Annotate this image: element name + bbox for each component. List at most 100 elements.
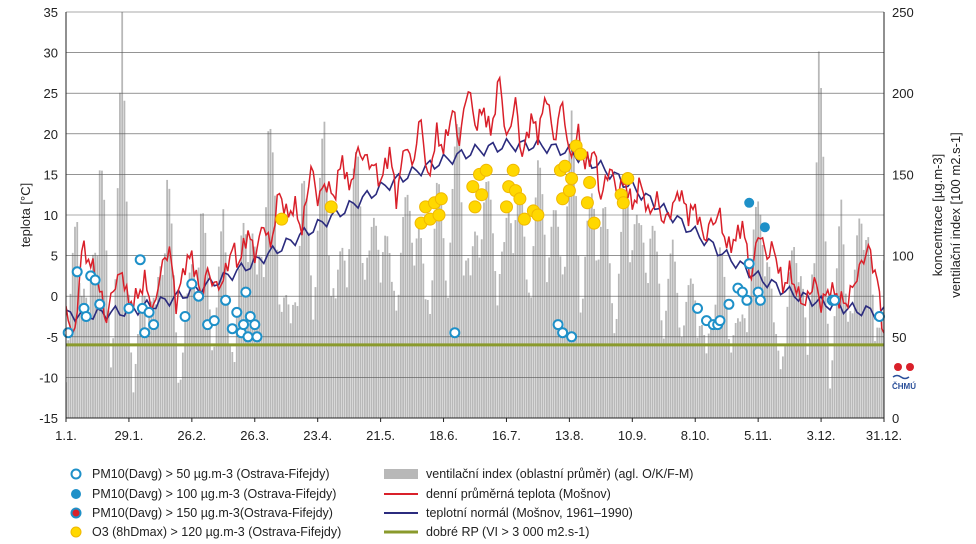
vi-bar: [217, 266, 220, 418]
vi-bar: [546, 282, 548, 418]
vi-bar: [431, 280, 434, 418]
vi-bar: [278, 304, 281, 418]
legend-pm100-marker: [71, 489, 81, 499]
o3-point: [517, 212, 531, 226]
vi-bar: [775, 334, 778, 418]
vi-bar: [631, 250, 634, 418]
ventilation-bars: [66, 12, 884, 418]
vi-bar: [202, 213, 204, 418]
vi-bar: [799, 276, 802, 418]
vi-bar: [348, 249, 351, 418]
vi-bar: [826, 323, 829, 418]
vi-bar: [352, 168, 355, 418]
pm10-50-point: [249, 319, 261, 331]
vi-bar: [746, 332, 748, 418]
o3-point: [432, 208, 446, 222]
y-right-tick-label: 0: [892, 411, 899, 426]
tick-labels: -15 -10 -5 0 5 10 15 20 25 30 35 0 50 100 150 200 250 1.1…: [39, 5, 914, 443]
vi-bar: [835, 268, 838, 418]
vi-bar: [195, 291, 198, 418]
vi-bar: [89, 279, 92, 418]
vi-bar: [739, 321, 742, 418]
legend-pm50-label: PM10(Davg) > 50 µg.m-3 (Ostrava-Fifejdy): [92, 467, 329, 481]
vi-bar: [379, 282, 382, 418]
vi-bar: [548, 257, 551, 418]
normal-temperature-line: [66, 137, 884, 323]
logo-dot-right: [906, 363, 914, 371]
vi-bar: [262, 277, 265, 418]
vi-bar: [692, 283, 694, 418]
vi-bar: [132, 392, 135, 418]
vi-bar: [181, 352, 184, 418]
vi-bar: [483, 202, 485, 418]
pm10-50-point: [94, 298, 106, 310]
pm10-50-point: [741, 294, 753, 306]
vi-bar: [530, 297, 533, 418]
vi-bar: [847, 321, 849, 418]
vi-bar: [238, 268, 240, 418]
y-right-tick-label: 100: [892, 249, 914, 264]
vi-bar: [608, 263, 611, 418]
legend-o3-marker: [70, 526, 82, 538]
legend-pm50-marker: [70, 468, 82, 480]
vi-bar: [305, 198, 308, 418]
vi-bar: [177, 382, 180, 418]
markers: [62, 139, 885, 343]
o3-point: [500, 200, 513, 214]
vi-bar: [523, 236, 526, 418]
vi-bar: [368, 250, 371, 418]
o3-point: [434, 192, 448, 206]
vi-bar: [332, 288, 335, 418]
vi-bar: [532, 246, 535, 418]
vi-bar: [685, 301, 688, 418]
vi-bar: [289, 323, 292, 418]
vi-bar: [723, 276, 726, 418]
vi-bar: [321, 138, 324, 418]
vi-bar: [563, 266, 566, 418]
legend-good-label: dobré RP (VI > 3 000 m2.s-1): [426, 525, 589, 539]
vi-bar: [399, 252, 402, 418]
vi-bar: [683, 325, 685, 418]
pm10-50-point: [723, 298, 735, 310]
pm10-50-point: [242, 331, 254, 343]
o3-point: [580, 196, 594, 210]
vi-bar: [838, 226, 840, 418]
vi-bar: [143, 295, 146, 418]
x-tick-label: 10.9.: [618, 428, 647, 443]
vi-bar: [107, 310, 110, 418]
vi-bar: [824, 241, 827, 418]
vi-bar: [206, 267, 209, 418]
vi-bar: [588, 197, 591, 418]
pm10-50-point: [244, 311, 256, 322]
vi-bar: [116, 188, 119, 418]
vi-bar: [69, 293, 72, 418]
vi-bar: [732, 335, 735, 418]
vi-bar: [154, 304, 157, 418]
vi-bar: [323, 121, 326, 418]
vi-bar: [476, 235, 479, 418]
vi-bar: [123, 100, 126, 418]
pm10-50-point: [193, 290, 205, 302]
vi-bar: [676, 292, 679, 418]
vi-bar: [199, 213, 202, 418]
vi-bar: [294, 302, 297, 418]
y-left-tick-label: 35: [44, 5, 58, 20]
vi-bar: [388, 253, 391, 418]
vi-bar: [319, 177, 321, 418]
pm10-50-point: [736, 286, 748, 298]
vi-bar: [168, 188, 171, 418]
pm10-100-point: [744, 197, 755, 208]
vi-bar: [422, 263, 425, 418]
vi-bar: [249, 238, 252, 418]
vi-bar: [579, 312, 582, 418]
x-tick-label: 16.7.: [492, 428, 521, 443]
vi-bar: [757, 201, 760, 418]
vi-bar: [772, 322, 775, 418]
vi-bar: [784, 346, 787, 418]
vi-bar: [862, 249, 865, 418]
o3-point: [506, 163, 520, 177]
vi-bar: [696, 337, 699, 418]
vi-bar: [552, 210, 555, 418]
vi-bar: [766, 262, 769, 418]
pm10-100-point: [759, 222, 770, 233]
